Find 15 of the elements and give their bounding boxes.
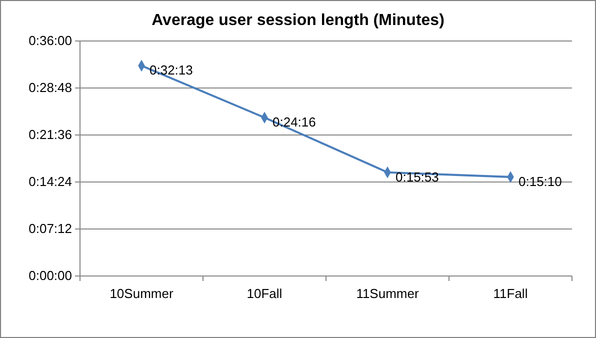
- x-tick-label: 10Fall: [246, 286, 282, 301]
- data-label: 0:24:16: [272, 114, 316, 130]
- y-tick-label: 0:28:48: [28, 80, 72, 95]
- y-tick-label: 0:07:12: [28, 221, 72, 236]
- data-label: 0:15:53: [396, 169, 439, 184]
- x-tick-label: 10Summer: [110, 286, 174, 301]
- chart-title: Average user session length (Minutes): [152, 12, 444, 29]
- y-tick-label: 0:00:00: [28, 268, 72, 283]
- x-tick-label: 11Fall: [493, 286, 528, 301]
- y-tick-label: 0:36:00: [28, 33, 72, 48]
- data-label: 0:32:13: [150, 62, 193, 78]
- y-tick-label: 0:14:24: [28, 174, 72, 189]
- y-tick-label: 0:21:36: [28, 127, 72, 142]
- data-label: 0:15:10: [518, 174, 562, 189]
- x-tick-label: 11Summer: [356, 286, 420, 301]
